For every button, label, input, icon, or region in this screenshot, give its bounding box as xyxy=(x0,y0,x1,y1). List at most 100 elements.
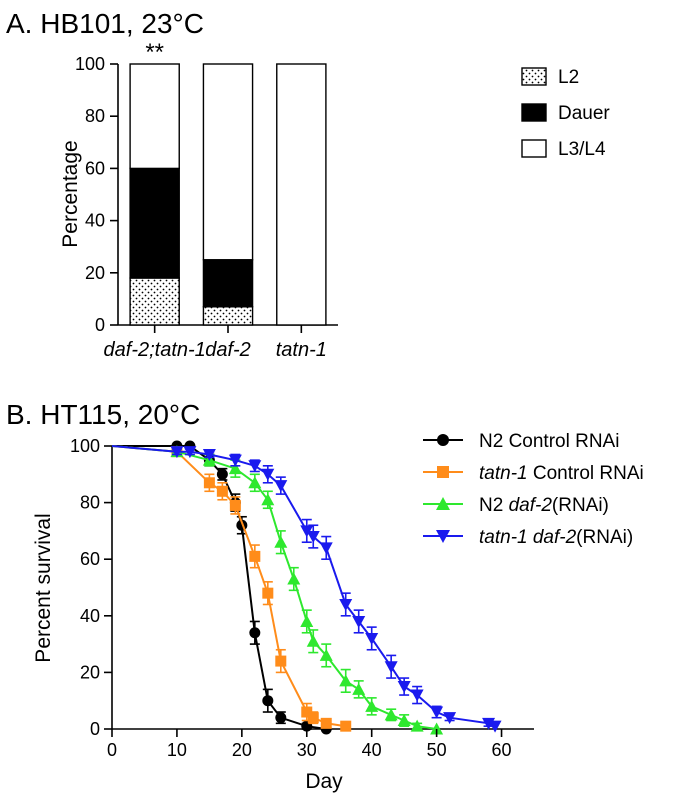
panel-a-bar-segment xyxy=(129,277,180,326)
panel-b-x-tick-label: 10 xyxy=(167,740,187,760)
panel-b-data-point xyxy=(300,525,314,538)
panel-b-data-point xyxy=(170,446,184,459)
panel-b-series-line xyxy=(111,445,496,728)
panel-b-legend-label-part: daf-2 xyxy=(509,495,553,516)
panel-b-y-tick-label: 100 xyxy=(70,436,100,456)
panel-b-x-tick-label: 50 xyxy=(427,740,447,760)
panel-b-data-point xyxy=(301,706,313,718)
panel-b-y-tick-label: 20 xyxy=(80,662,100,682)
panel-b-x-tick-label: 40 xyxy=(362,740,382,760)
panel-b-x-tick-label: 0 xyxy=(107,740,117,760)
panel-b-data-point xyxy=(274,535,288,548)
panel-b-legend-label-part: tatn-1 xyxy=(479,463,528,484)
panel-a-bar-segment xyxy=(202,63,254,261)
panel-a-legend-swatch xyxy=(521,67,547,86)
panel-b-data-point xyxy=(216,485,228,497)
panel-a-legend: L2 Dauer L3/L4 xyxy=(521,67,610,160)
panel-b-x-tick-label: 20 xyxy=(232,740,252,760)
panel-b-data-point xyxy=(319,542,333,555)
panel-a-bar-segment xyxy=(202,306,254,326)
panel-a-title: A. HB101, 23°C xyxy=(6,8,204,39)
panel-b-data-point xyxy=(488,720,502,733)
panel-a-legend-swatch xyxy=(521,139,547,158)
panel-b-data-point xyxy=(202,448,216,461)
panel-b-data-point xyxy=(216,468,228,480)
panel-b-x-tick-label: 60 xyxy=(492,740,512,760)
panel-b-data-point xyxy=(248,476,262,489)
panel-b-data-point xyxy=(274,480,288,493)
panel-b-data-point xyxy=(397,681,411,694)
panel-b-series-3 xyxy=(111,445,502,733)
panel-a-y-axis-title: Percentage xyxy=(59,140,82,247)
panel-b-legend-label: N2 Control RNAi xyxy=(479,431,619,452)
panel-b-y-axis-title: Percent survival xyxy=(32,513,55,662)
panel-b-data-point xyxy=(229,499,241,511)
panel-b-legend-label: tatn-1 Control RNAi xyxy=(479,463,644,484)
panel-b-data-point xyxy=(261,468,275,481)
panel-a-y-tick-label: 40 xyxy=(85,211,105,231)
panel-b-legend-label-part: N2 Control RNAi xyxy=(479,431,619,452)
panel-b-data-point xyxy=(275,655,287,667)
panel-a-legend-swatch xyxy=(521,103,547,122)
panel-b-data-point xyxy=(261,493,275,506)
panel-b-legend-marker xyxy=(437,466,449,478)
panel-b-data-point xyxy=(352,615,366,628)
panel-a-category-label: daf-2 xyxy=(205,339,251,361)
panel-a-bar-segment xyxy=(202,259,254,308)
panel-b-legend-marker xyxy=(437,434,449,446)
panel-b-data-point xyxy=(365,632,379,645)
panel-b-series-line xyxy=(111,445,437,730)
panel-a-ticks: 0 20 40 60 80 100 daf-2;tatn-1 daf-2 tatn-1 ** xyxy=(75,39,327,361)
panel-a-category-label: daf-2;tatn-1 xyxy=(104,339,206,361)
panel-a-y-tick-label: 20 xyxy=(85,263,105,283)
panel-b-ticks: 0 20 40 60 80 100 0 10 20 30 40 50 60 xyxy=(70,436,512,760)
panel-a-category-label: tatn-1 xyxy=(276,339,327,361)
panel-b-data-point xyxy=(307,712,319,724)
panel-a-y-tick-label: 80 xyxy=(85,106,105,126)
panel-b-legend-label: tatn-1 daf-2(RNAi) xyxy=(479,527,633,548)
panel-b-data-point xyxy=(275,712,287,724)
panel-b-data-point xyxy=(320,717,332,729)
panel-b-data-point xyxy=(228,454,242,467)
panel-a-bar-segment xyxy=(129,63,180,170)
panel-a-legend-label: L3/L4 xyxy=(558,139,606,160)
panel-b-data-point xyxy=(384,661,398,674)
panel-b-data-point xyxy=(203,477,215,489)
panel-a-legend-label: Dauer xyxy=(558,103,610,124)
panel-b-data-point xyxy=(430,722,444,735)
panel-b-data-point xyxy=(248,460,262,473)
panel-b-legend-label-part: tatn-1 daf-2 xyxy=(479,527,577,548)
panel-b-survival-chart: B. HT115, 20°C Percent survival Day 0 20 4… xyxy=(6,399,644,793)
panel-b-data-point xyxy=(340,720,352,732)
panel-b-data-point xyxy=(300,614,314,627)
panel-a-y-tick-label: 60 xyxy=(85,158,105,178)
panel-b-x-tick-label: 30 xyxy=(297,740,317,760)
panel-b-y-tick-label: 0 xyxy=(90,719,100,739)
panel-b-legend-label: N2 daf-2(RNAi) xyxy=(479,495,609,516)
panel-b-data-point xyxy=(183,446,197,459)
panel-b-data-point xyxy=(430,706,444,719)
panel-a-bar-segment xyxy=(276,63,327,326)
panel-a-bars xyxy=(129,63,327,326)
panel-b-legend-label-part: N2 xyxy=(479,495,509,516)
panel-a-bar-segment xyxy=(129,167,180,279)
panel-b-data-point xyxy=(339,674,353,687)
panel-a-legend-label: L2 xyxy=(558,67,579,88)
panel-b-y-tick-label: 80 xyxy=(80,493,100,513)
panel-b-y-tick-label: 40 xyxy=(80,606,100,626)
panel-b-series xyxy=(111,440,502,735)
panel-b-legend-label-part: Control RNAi xyxy=(528,463,644,484)
panel-b-data-point xyxy=(384,708,398,721)
panel-b-legend-label-part: (RNAi) xyxy=(552,495,609,516)
panel-b-legend-label-part: (RNAi) xyxy=(576,527,633,548)
panel-b-legend-marker xyxy=(436,497,450,510)
panel-b-data-point xyxy=(287,572,301,585)
panel-b-x-axis-title: Day xyxy=(305,770,343,793)
panel-b-data-point xyxy=(410,689,424,702)
panel-b-title: B. HT115, 20°C xyxy=(6,399,200,430)
panel-b-series-2 xyxy=(111,445,444,735)
panel-b-data-point xyxy=(306,531,320,544)
panel-a-bar-chart: A. HB101, 23°C Percentage 0 20 40 60 80 100 da… xyxy=(6,8,610,361)
panel-a-y-tick-label: 100 xyxy=(75,54,105,74)
